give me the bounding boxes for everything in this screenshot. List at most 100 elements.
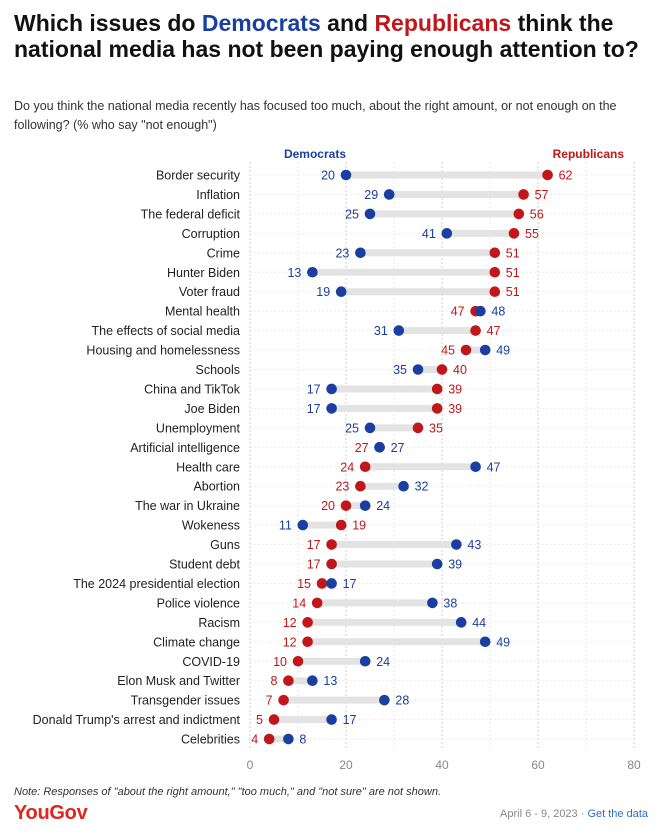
category-label: Mental health [165, 305, 240, 319]
x-tick-label: 80 [627, 758, 641, 772]
democrat-point [379, 694, 390, 706]
democrat-value-label: 25 [345, 207, 359, 221]
republican-value-label: 51 [506, 285, 520, 299]
category-label: Border security [156, 169, 241, 183]
democrat-value-label: 49 [496, 635, 510, 649]
category-label: Donald Trump's arrest and indictment [33, 713, 241, 727]
category-label: Inflation [196, 188, 240, 202]
republican-value-label: 47 [451, 305, 465, 319]
democrat-point [326, 714, 337, 725]
democrat-value-label: 19 [316, 285, 330, 299]
category-label: The federal deficit [141, 207, 241, 221]
democrat-value-label: 35 [393, 363, 407, 377]
republican-point [508, 228, 520, 239]
democrat-point [431, 558, 443, 570]
republican-value-label: 15 [297, 577, 311, 591]
democrat-point [307, 266, 318, 278]
republican-point [311, 597, 323, 609]
yougov-logo: YouGov [14, 802, 88, 824]
republican-value-label: 40 [453, 363, 467, 377]
republican-value-label: 57 [535, 188, 549, 202]
democrat-value-label: 24 [376, 499, 390, 513]
grid-layer [249, 162, 635, 750]
category-label: Police violence [157, 596, 240, 610]
category-label: Corruption [182, 227, 240, 241]
category-labels: Border security Inflation The federal defi… [33, 169, 241, 747]
democrat-point [355, 247, 366, 259]
republican-value-label: 5 [256, 713, 263, 727]
category-label: China and TikTok [144, 382, 241, 396]
democrat-point [374, 442, 385, 453]
democrat-value-label: 38 [443, 596, 457, 610]
survey-dates: April 6 - 9, 2023 · [500, 808, 588, 820]
democrat-point [326, 403, 337, 414]
republican-point [268, 714, 280, 725]
democrat-value-label: 41 [422, 227, 436, 241]
republican-point [335, 519, 347, 531]
republican-value-label: 14 [292, 596, 306, 610]
category-label: Transgender issues [131, 694, 240, 708]
republican-point [359, 461, 371, 473]
democrat-point [427, 597, 438, 609]
democrat-value-label: 11 [279, 519, 292, 533]
democrat-value-label: 24 [376, 655, 390, 669]
category-label: Elon Musk and Twitter [117, 674, 240, 688]
republican-point [302, 617, 313, 628]
democrat-point [335, 286, 347, 297]
democrat-value-label: 28 [395, 694, 409, 708]
legend-republicans: Republicans [553, 147, 625, 161]
category-label: Wokeness [182, 519, 240, 533]
republican-point [326, 558, 337, 570]
category-label: Unemployment [156, 421, 241, 435]
republican-point [489, 266, 501, 278]
democrat-value-label: 17 [307, 382, 321, 396]
democrat-value-label: 49 [496, 344, 510, 358]
category-label: Voter fraud [179, 285, 240, 299]
democrat-point [412, 364, 424, 375]
democrat-value-label: 8 [299, 733, 306, 747]
democrat-value-label: 17 [343, 713, 357, 727]
category-label: Climate change [153, 635, 240, 649]
title-part-1: Which issues do [14, 10, 202, 36]
republican-point [412, 422, 424, 434]
democrat-point [451, 539, 462, 550]
democrat-point [364, 208, 376, 220]
category-label: The 2024 presidential election [73, 577, 240, 591]
chart-subtitle: Do you think the national media recently… [14, 99, 617, 132]
x-tick-label: 40 [435, 758, 449, 772]
republican-value-label: 62 [559, 169, 573, 183]
democrat-point [359, 500, 371, 511]
republican-point [460, 344, 472, 356]
democrat-point [364, 422, 376, 434]
democrat-point [470, 461, 481, 473]
republican-point [292, 655, 304, 667]
x-tick-label: 60 [531, 758, 545, 772]
democrat-point [393, 325, 405, 336]
democrat-point [479, 636, 491, 648]
category-label: Artificial intelligence [130, 441, 240, 455]
category-label: Abortion [193, 480, 240, 494]
democrat-value-label: 20 [321, 169, 335, 183]
democrat-point [479, 344, 491, 356]
democrat-value-label: 32 [415, 480, 429, 494]
get-data-link[interactable]: Get the data [587, 808, 648, 820]
republican-value-label: 17 [307, 538, 321, 552]
democrat-value-label: 13 [287, 266, 301, 280]
republican-value-label: 20 [321, 499, 335, 513]
republican-value-label: 24 [340, 460, 354, 474]
republican-value-label: 19 [352, 519, 366, 533]
republican-value-label: 39 [448, 402, 462, 416]
category-label: Housing and homelessness [86, 344, 240, 358]
democrat-value-label: 29 [364, 188, 378, 202]
democrat-value-label: 47 [487, 460, 501, 474]
democrat-value-label: 39 [448, 558, 462, 572]
title-part-2: and [320, 10, 375, 36]
x-axis-ticks: 0 20 40 60 80 [247, 758, 641, 772]
republican-point [470, 325, 481, 336]
democrat-point [307, 675, 318, 686]
republican-point [326, 539, 337, 550]
democrat-value-label: 27 [391, 441, 405, 455]
category-label: Student debt [169, 558, 240, 572]
republican-value-label: 35 [429, 421, 443, 435]
democrat-point [441, 228, 453, 239]
